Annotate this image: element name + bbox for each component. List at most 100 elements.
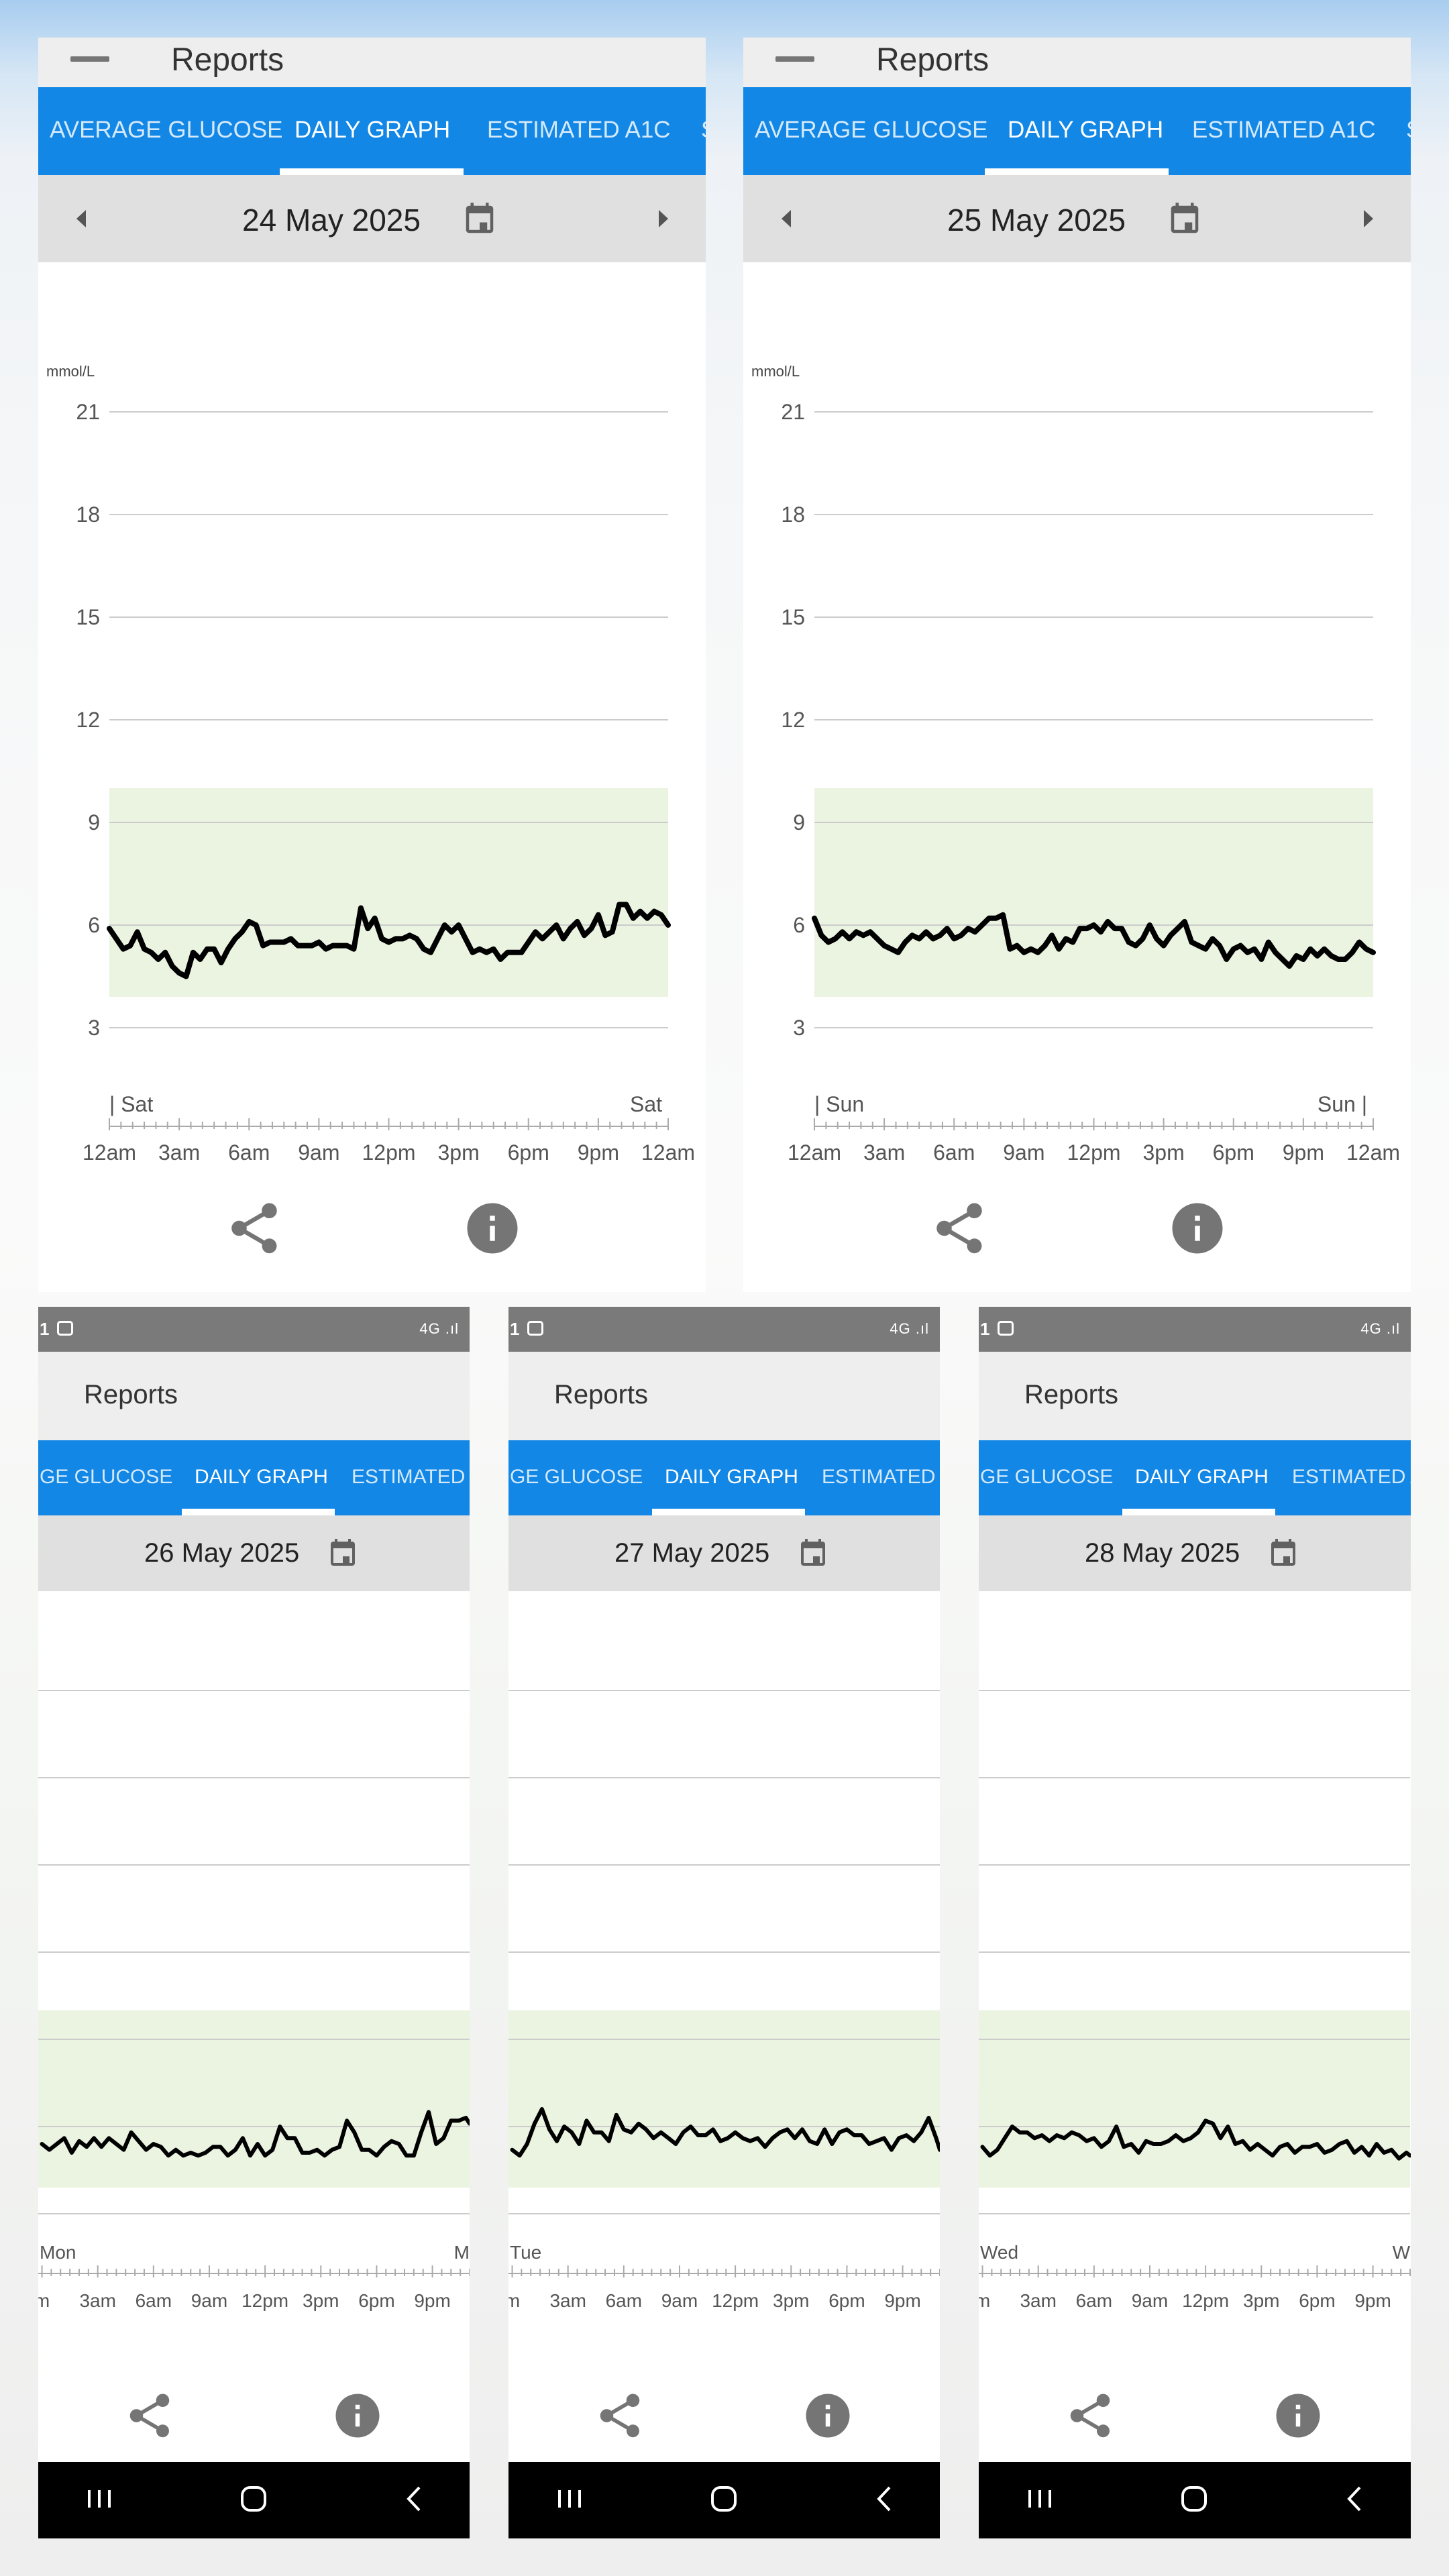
menu-icon[interactable] [775, 56, 814, 62]
calendar-icon[interactable] [797, 1537, 829, 1570]
tab-average-glucose[interactable]: GE GLUCOSE [980, 1466, 1114, 1488]
y-tick-label: 12 [781, 708, 805, 732]
glucose-trace [107, 902, 671, 979]
calendar-icon[interactable] [327, 1537, 359, 1570]
daily-glucose-chart: m 3am 6am 9am 12pm 3pm 6pm 9pm Mon M [38, 1690, 470, 2311]
tab-daily-graph[interactable]: DAILY GRAPH [1008, 117, 1164, 143]
recent-apps-icon[interactable] [1023, 2482, 1057, 2516]
signal-icon: 4G .ıl [1360, 1320, 1400, 1337]
back-icon[interactable] [398, 2482, 431, 2516]
x-tick-label: 6am [606, 2290, 642, 2311]
info-icon[interactable] [802, 2390, 854, 2442]
report-panel-bottom-3: 1 4G .ıl Reports GE GLUCOSE DAILY GRAPH … [979, 1307, 1411, 2538]
app-title: Reports [1024, 1380, 1119, 1409]
date-bar: 24 May 2025 [38, 175, 706, 262]
y-tick-label: 18 [781, 502, 805, 527]
tab-bar: GE GLUCOSE DAILY GRAPH ESTIMATED A [508, 1440, 940, 1515]
tab-overflow[interactable]: S [1406, 117, 1411, 144]
x-tick-label: 12am [641, 1140, 695, 1165]
glucose-trace [40, 2110, 470, 2158]
menu-icon[interactable] [70, 56, 109, 62]
share-icon[interactable] [594, 2390, 646, 2442]
back-icon[interactable] [868, 2482, 902, 2516]
y-tick-label: 9 [88, 810, 100, 835]
tab-estimated-a1c[interactable]: ESTIMATED A1C [1192, 117, 1376, 143]
info-icon[interactable] [1167, 1198, 1228, 1258]
calendar-icon[interactable] [1167, 201, 1203, 238]
y-tick-label: 18 [76, 502, 100, 527]
signal-icon: 4G .ıl [890, 1320, 929, 1337]
x-tick-label: 9am [661, 2290, 698, 2311]
share-icon[interactable] [1064, 2390, 1116, 2442]
tab-average-glucose[interactable]: AVERAGE GLUCOSE [50, 117, 283, 143]
action-row [38, 1198, 706, 1265]
home-icon[interactable] [707, 2482, 741, 2516]
x-tick-label: 9am [1132, 2290, 1168, 2311]
status-time: 1 [980, 1319, 990, 1339]
tab-average-glucose[interactable]: GE GLUCOSE [510, 1466, 643, 1488]
x-tick-label: 6am [136, 2290, 172, 2311]
tab-daily-graph[interactable]: DAILY GRAPH [1135, 1466, 1269, 1488]
x-tick-label: m [508, 2290, 520, 2311]
tab-overflow[interactable]: S [701, 117, 706, 144]
tab-daily-graph[interactable]: DAILY GRAPH [294, 117, 451, 143]
active-tab-indicator [280, 168, 464, 175]
back-icon[interactable] [1338, 2482, 1372, 2516]
x-tick-label: 12am [83, 1140, 136, 1165]
app-bar: Reports [979, 1352, 1411, 1440]
active-tab-indicator [652, 1509, 805, 1515]
date-label: 28 May 2025 [1085, 1538, 1240, 1568]
daily-glucose-chart: m 3am 6am 9am 12pm 3pm 6pm 9pm Wed W [979, 1690, 1411, 2311]
tab-daily-graph[interactable]: DAILY GRAPH [665, 1466, 798, 1488]
recent-apps-icon[interactable] [83, 2482, 116, 2516]
calendar-icon[interactable] [1267, 1537, 1299, 1570]
next-day-icon[interactable] [1364, 210, 1373, 227]
info-icon[interactable] [462, 1198, 523, 1258]
target-range-band [508, 2010, 940, 2188]
daily-glucose-chart: m 3am 6am 9am 12pm 3pm 6pm 9pm Tue [508, 1690, 940, 2311]
x-tick-label: 6am [933, 1140, 975, 1165]
day-start-label: Tue [510, 2242, 541, 2263]
tab-estimated-a1c[interactable]: ESTIMATED A [822, 1466, 940, 1488]
calendar-icon[interactable] [462, 201, 498, 238]
y-axis-unit-label: mmol/L [46, 363, 95, 380]
tab-daily-graph[interactable]: DAILY GRAPH [195, 1466, 328, 1488]
share-icon[interactable] [123, 2390, 176, 2442]
prev-day-icon[interactable] [782, 210, 791, 227]
tab-estimated-a1c[interactable]: ESTIMATED A1C [487, 117, 671, 143]
x-tick-label: 12pm [1067, 1140, 1120, 1165]
tab-average-glucose[interactable]: AVERAGE GLUCOSE [755, 117, 988, 143]
prev-day-icon[interactable] [76, 210, 86, 227]
x-tick-label: 6pm [358, 2290, 394, 2311]
share-icon[interactable] [929, 1198, 989, 1258]
share-icon[interactable] [224, 1198, 284, 1258]
info-icon[interactable] [1272, 2390, 1324, 2442]
x-tick-label: 3pm [438, 1140, 480, 1165]
y-tick-label: 3 [88, 1016, 100, 1040]
action-row [743, 1198, 1411, 1265]
screenshot-icon [998, 1321, 1014, 1336]
tab-bar: AVERAGE GLUCOSE DAILY GRAPH ESTIMATED A1… [38, 87, 706, 175]
tab-estimated-a1c[interactable]: ESTIMATED A [1292, 1466, 1411, 1488]
target-range-band [979, 2010, 1410, 2188]
next-day-icon[interactable] [659, 210, 668, 227]
home-icon[interactable] [1177, 2482, 1211, 2516]
tab-average-glucose[interactable]: GE GLUCOSE [40, 1466, 173, 1488]
tab-estimated-a1c[interactable]: ESTIMATED A [352, 1466, 470, 1488]
x-tick-label: 12pm [1182, 2290, 1229, 2311]
y-tick-label: 3 [793, 1016, 805, 1040]
info-icon[interactable] [331, 2390, 384, 2442]
date-bar: 28 May 2025 [979, 1515, 1411, 1591]
app-bar: Reports [38, 38, 706, 87]
active-tab-indicator [182, 1509, 335, 1515]
x-tick-label: 6pm [508, 1140, 549, 1165]
x-tick-label: 9pm [1283, 1140, 1324, 1165]
y-tick-label: 9 [793, 810, 805, 835]
home-icon[interactable] [237, 2482, 270, 2516]
x-tick-label: 3pm [303, 2290, 339, 2311]
active-tab-indicator [985, 168, 1169, 175]
day-end-label: Sun | [1318, 1092, 1367, 1116]
recent-apps-icon[interactable] [553, 2482, 586, 2516]
date-label: 24 May 2025 [242, 203, 421, 237]
x-tick-label: 9pm [884, 2290, 920, 2311]
